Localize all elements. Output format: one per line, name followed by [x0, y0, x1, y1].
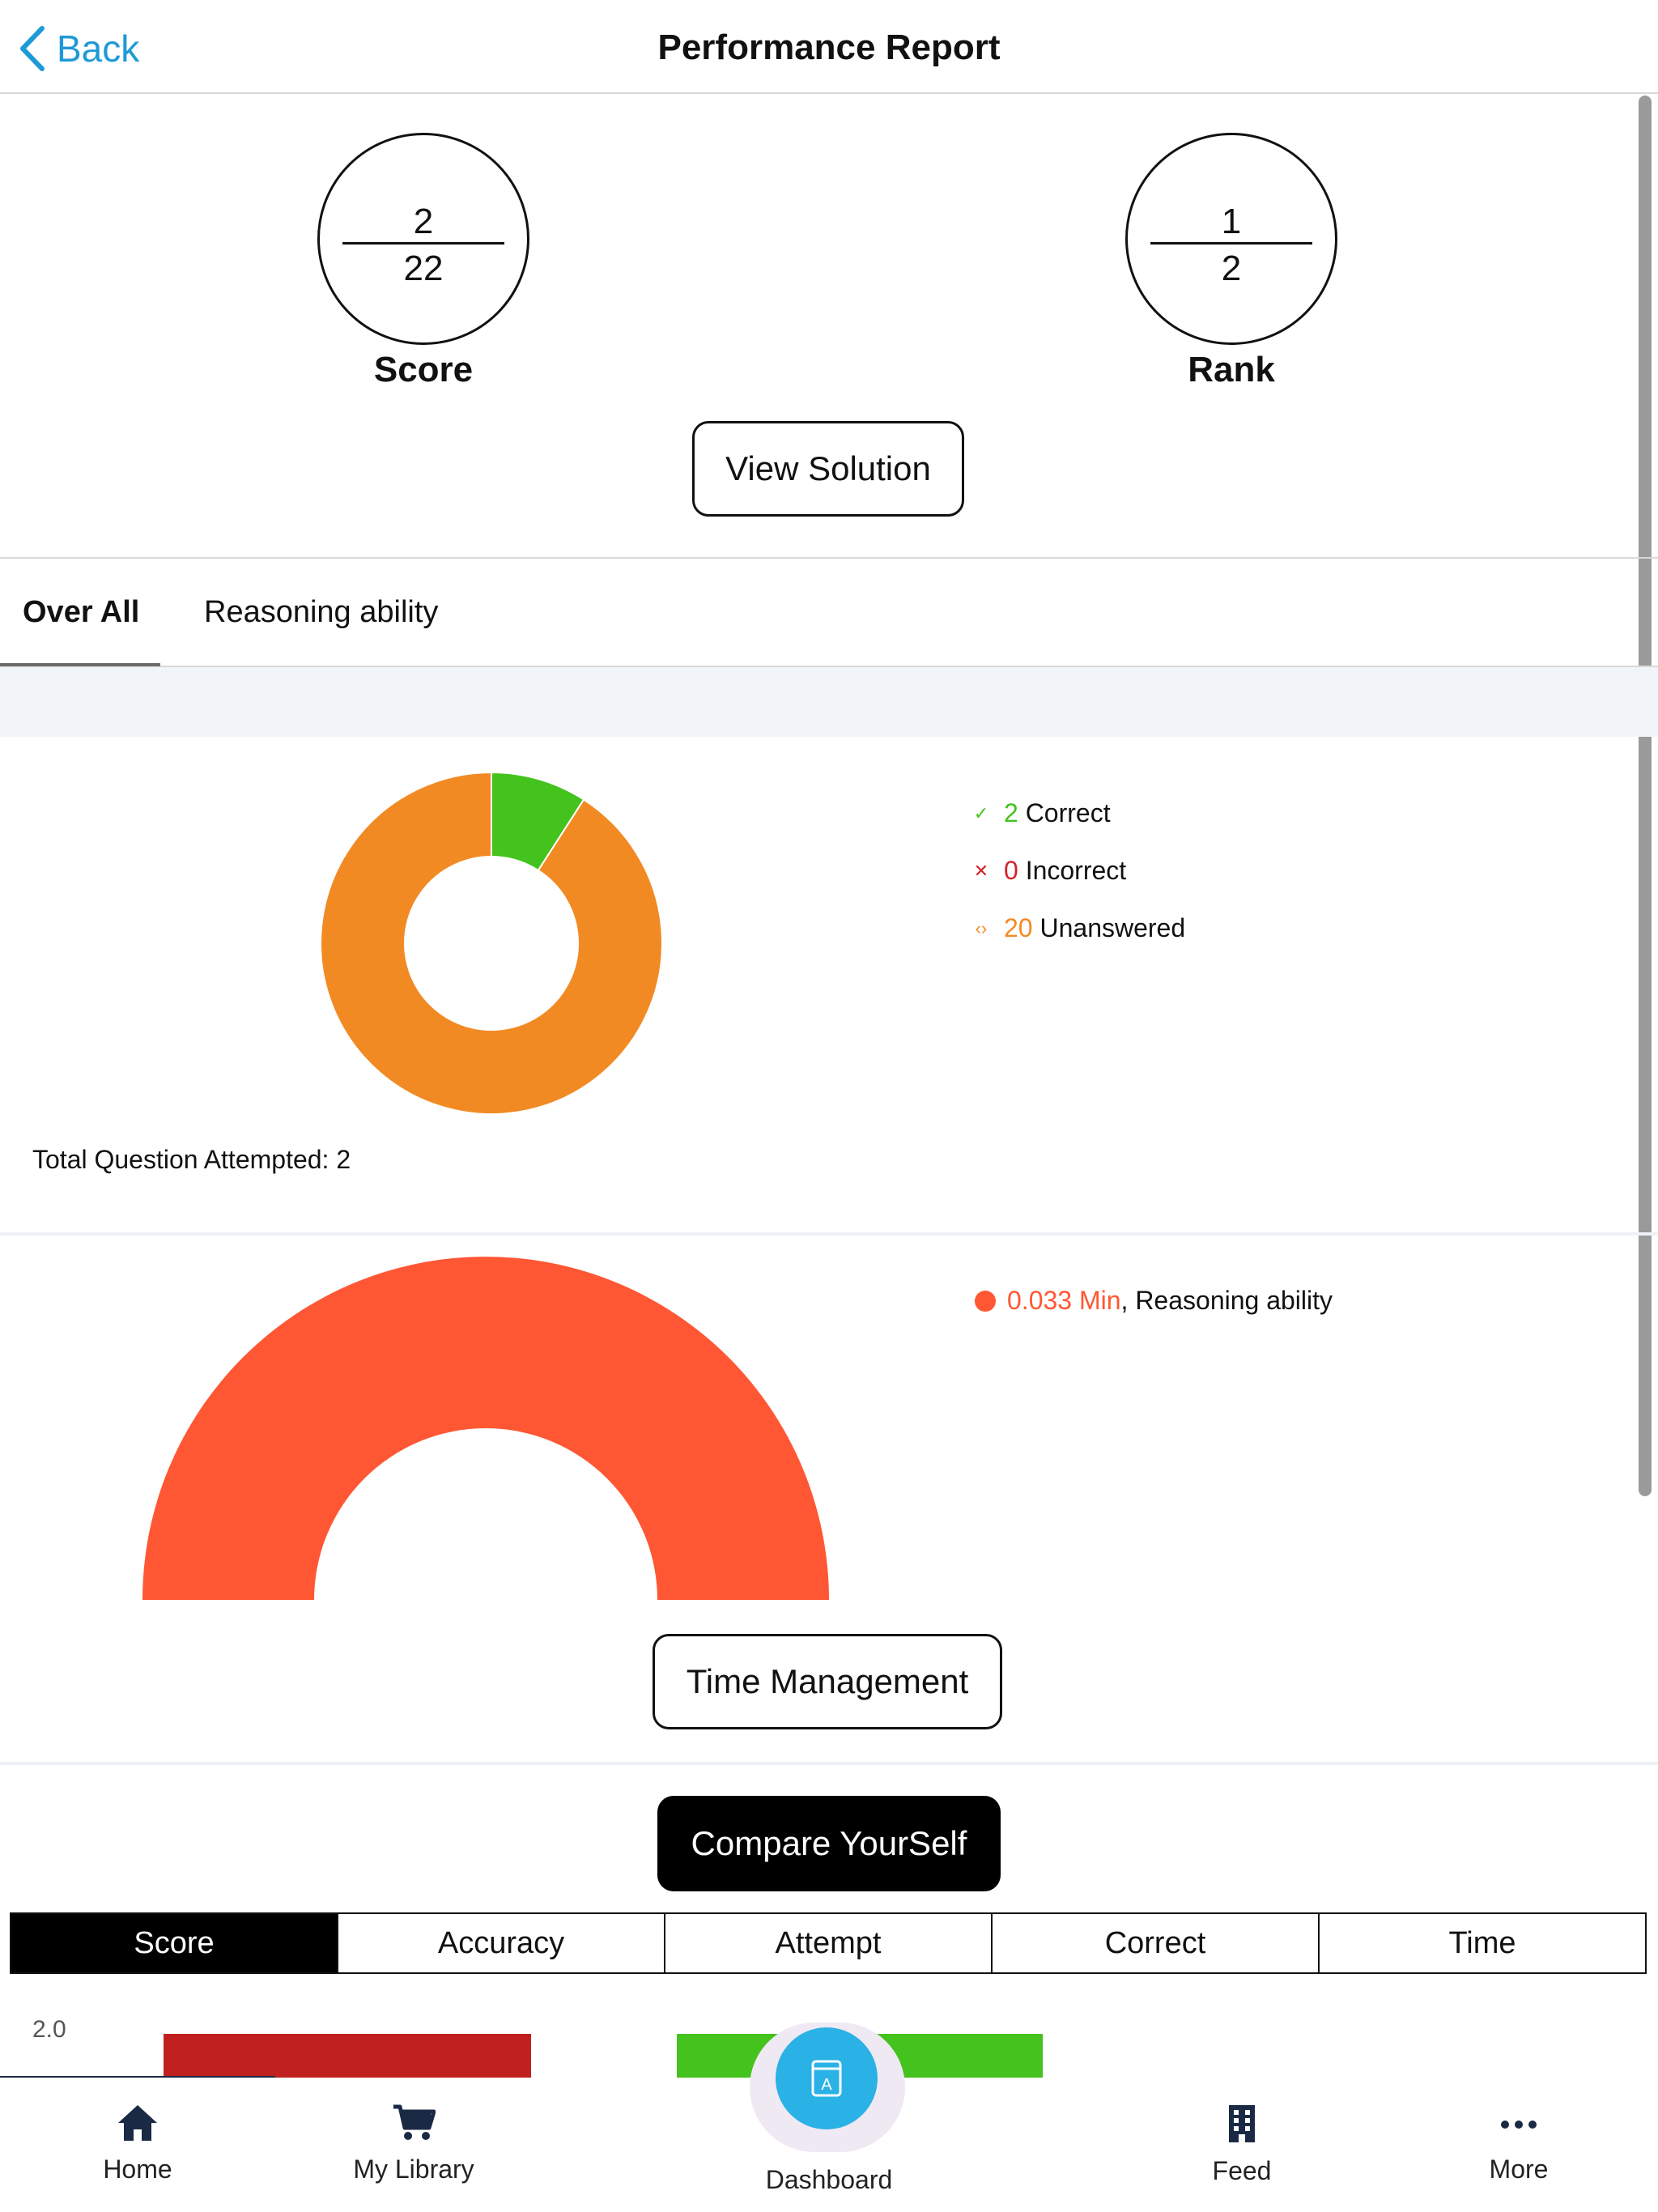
book-icon: A	[811, 2060, 842, 2097]
segment-time[interactable]: Time	[1318, 1912, 1647, 1974]
summary-legend: ✓ 2 Correct ✕ 0 Incorrect ‹› 20 Unanswer…	[970, 798, 1185, 943]
score-circle: 2 22	[317, 133, 529, 345]
compare-yourself-button[interactable]: Compare YourSelf	[657, 1796, 1001, 1891]
more-icon	[1501, 2121, 1537, 2129]
dashboard-button[interactable]: A	[776, 2027, 878, 2129]
legend-incorrect: ✕ 0 Incorrect	[970, 856, 1185, 886]
cross-icon: ✕	[973, 860, 989, 881]
tab-reasoning-ability[interactable]: Reasoning ability	[204, 595, 439, 629]
cart-icon	[393, 2104, 436, 2140]
y-axis-tick: 2.0	[32, 2016, 66, 2043]
score-numerator: 2	[413, 202, 434, 241]
rank-fraction-line	[1150, 242, 1312, 245]
segment-accuracy[interactable]: Accuracy	[337, 1912, 665, 1974]
navigation-bar	[0, 0, 1658, 94]
tabbar-feed-label: Feed	[1212, 2156, 1272, 2185]
section-divider-2	[0, 1232, 1658, 1236]
tabbar-my-library-label: My Library	[353, 2155, 474, 2184]
tabbar-my-library[interactable]: My Library	[325, 2104, 503, 2184]
correct-label: Correct	[1025, 798, 1111, 827]
content-spacer	[0, 667, 1658, 737]
section-divider	[0, 557, 1658, 559]
back-button[interactable]: Back	[18, 23, 139, 74]
rank-label: Rank	[1188, 350, 1275, 389]
incorrect-count: 0	[1004, 856, 1018, 885]
svg-text:A: A	[821, 2076, 832, 2094]
tabbar-dashboard-label[interactable]: Dashboard	[765, 2165, 893, 2194]
incorrect-label: Incorrect	[1025, 856, 1127, 885]
rank-circle: 1 2	[1125, 133, 1337, 345]
tabbar-more[interactable]: More	[1430, 2104, 1608, 2184]
code-icon: ‹›	[975, 917, 988, 938]
legend-unanswered: ‹› 20 Unanswered	[970, 913, 1185, 943]
back-label: Back	[57, 28, 140, 70]
check-icon: ✓	[973, 802, 989, 823]
unanswered-count: 20	[1004, 913, 1033, 942]
time-management-button[interactable]: Time Management	[653, 1634, 1002, 1729]
correct-count: 2	[1004, 798, 1018, 827]
tabs-divider	[0, 666, 1658, 667]
home-icon	[118, 2105, 157, 2141]
building-icon	[1229, 2105, 1255, 2142]
donut-slice-unanswered	[320, 771, 663, 1115]
tabbar-feed[interactable]: Feed	[1153, 2104, 1331, 2186]
time-value: 0.033 Min	[1007, 1286, 1121, 1315]
segment-score[interactable]: Score	[10, 1912, 338, 1974]
unanswered-label: Unanswered	[1039, 913, 1186, 942]
view-solution-button[interactable]: View Solution	[692, 421, 964, 517]
time-gauge-chart	[142, 1257, 829, 1600]
time-section-label: , Reasoning ability	[1120, 1286, 1333, 1315]
active-tab-indicator	[0, 663, 160, 666]
score-denominator: 22	[403, 249, 444, 288]
tab-over-all[interactable]: Over All	[23, 595, 140, 629]
summary-donut-chart	[320, 771, 663, 1115]
score-fraction-line	[342, 242, 504, 245]
page-title: Performance Report	[657, 28, 1001, 67]
comparison-bar-you	[164, 2034, 531, 2078]
scrollbar[interactable]	[1639, 96, 1652, 1496]
tabbar-more-label: More	[1489, 2155, 1549, 2184]
section-divider-3	[0, 1762, 1658, 1765]
segment-attempt[interactable]: Attempt	[664, 1912, 993, 1974]
rank-numerator: 1	[1221, 202, 1242, 241]
time-legend: 0.033 Min , Reasoning ability	[975, 1286, 1333, 1316]
clock-icon	[975, 1290, 996, 1312]
tabbar-home-label: Home	[103, 2155, 172, 2184]
segment-correct[interactable]: Correct	[991, 1912, 1320, 1974]
tabbar-home[interactable]: Home	[49, 2104, 227, 2184]
score-label: Score	[373, 350, 474, 389]
rank-denominator: 2	[1221, 249, 1242, 288]
gauge-arc-reasoning-ability	[142, 1257, 829, 1600]
chevron-left-icon	[20, 26, 45, 71]
total-attempted-text: Total Question Attempted: 2	[32, 1145, 351, 1174]
legend-correct: ✓ 2 Correct	[970, 798, 1185, 828]
